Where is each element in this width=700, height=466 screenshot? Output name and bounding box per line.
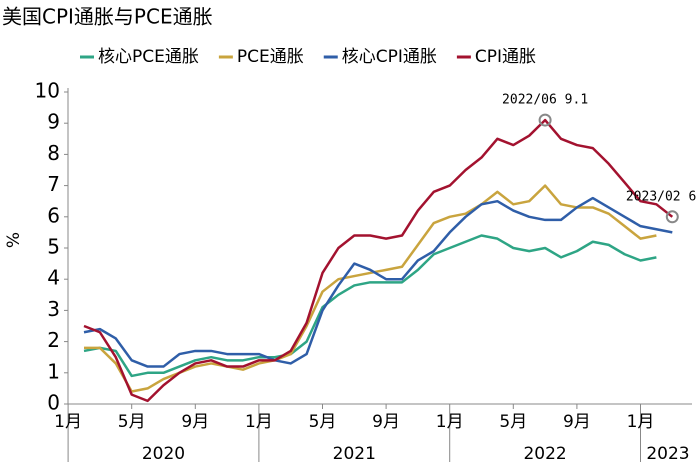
x-tick-label: 5月 <box>499 412 527 432</box>
series-line <box>83 196 673 368</box>
y-tick-label: 5 <box>47 235 60 259</box>
x-tick-label: 1月 <box>245 412 273 432</box>
x-tick-label: 9月 <box>372 412 400 432</box>
annotation: 2023/02 6 <box>626 189 696 204</box>
legend-label: 核心CPI通胀 <box>342 47 437 67</box>
legend-label: PCE通胀 <box>237 47 304 67</box>
year-label: 2022 <box>523 444 566 464</box>
x-tick-label: 1月 <box>627 412 655 432</box>
x-tick-label: 1月 <box>436 412 464 432</box>
y-tick-label: 10 <box>35 79 60 103</box>
x-tick-label: 1月 <box>54 412 82 432</box>
year-label: 2020 <box>142 444 185 464</box>
chart-title: 美国CPI通胀与PCE通胀 <box>2 5 213 29</box>
legend-label: CPI通胀 <box>475 47 536 67</box>
series-line <box>83 118 674 403</box>
year-label: 2021 <box>333 444 376 464</box>
y-tick-label: 6 <box>47 203 60 227</box>
y-tick-label: 2 <box>47 328 60 352</box>
x-tick-label: 5月 <box>309 412 337 432</box>
series-line <box>83 234 657 378</box>
x-tick-label: 9月 <box>563 412 591 432</box>
y-tick-label: 0 <box>47 391 60 415</box>
annotation: 2022/06 9.1 <box>502 93 588 108</box>
y-tick-label: 8 <box>47 141 60 165</box>
y-tick-label: 3 <box>47 297 60 321</box>
y-tick-label: 4 <box>47 266 60 290</box>
y-tick-label: 1 <box>47 359 60 383</box>
legend-label: 核心PCE通胀 <box>98 47 199 67</box>
y-tick-label: 9 <box>47 110 60 134</box>
annotation-marker <box>538 113 552 127</box>
year-label: 2023 <box>646 444 689 464</box>
x-tick-label: 9月 <box>181 412 209 432</box>
annotation-marker <box>665 210 679 224</box>
x-tick-label: 5月 <box>118 412 146 432</box>
y-axis-label: % <box>4 232 24 248</box>
y-tick-label: 7 <box>47 172 60 196</box>
